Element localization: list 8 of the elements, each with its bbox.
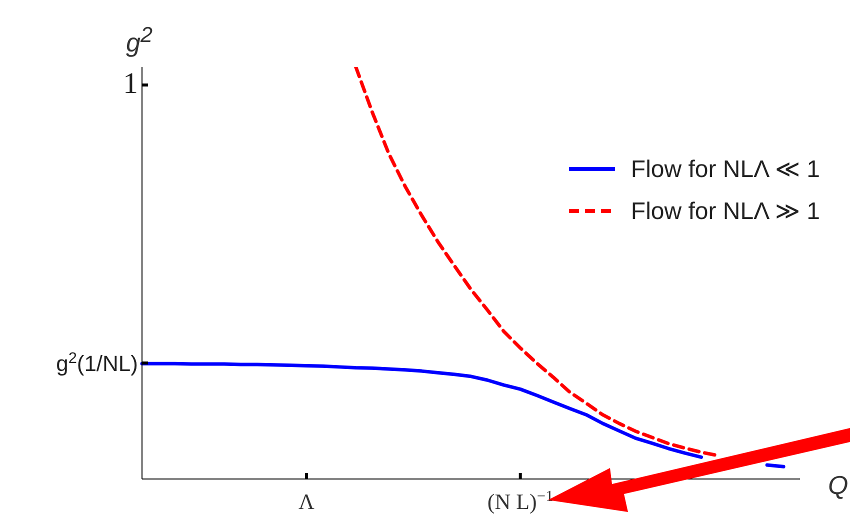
x-tick-label: (N L)$^{−1}$: [487, 488, 554, 514]
legend-label: Flow for NLΛ ≪ 1: [630, 154, 820, 184]
y-axis-title: g$^{2}$: [126, 22, 153, 59]
text: g$^{2}$(1/NL): [56, 350, 138, 376]
text: 1: [123, 67, 138, 100]
x-tick-label: Λ: [298, 489, 315, 514]
legend-label: Flow for NLΛ ≫ 1: [630, 196, 820, 226]
x-axis-title: Q: [828, 470, 848, 501]
